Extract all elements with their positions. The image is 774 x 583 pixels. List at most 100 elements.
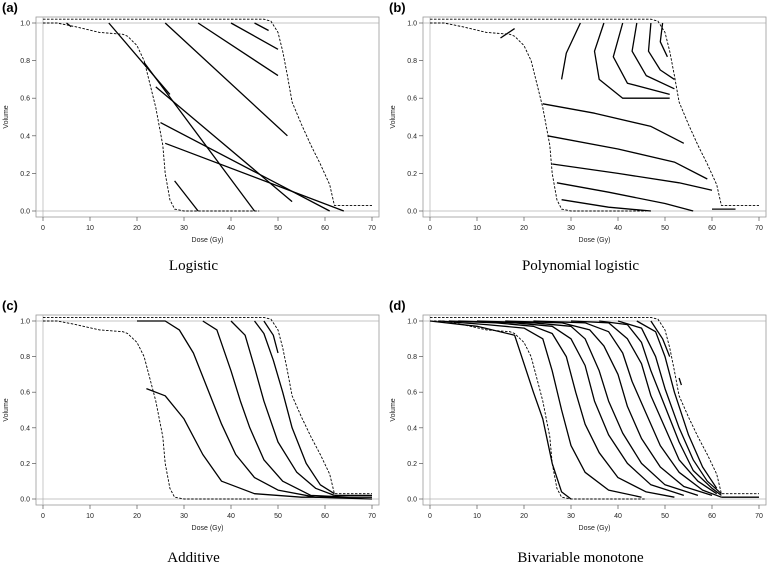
panel-a: (a) 0 10 20 30 40 50 60 70 0.0 0.2 0.4 0.6 0.8 1.0 Dos…: [0, 0, 387, 285]
y-tick-label: 0.0: [20, 209, 30, 216]
panel-label: (d): [389, 298, 406, 313]
series-line: [230, 22, 279, 50]
y-tick-label: 0.4: [407, 133, 417, 140]
y-axis-label: Volume: [3, 398, 10, 421]
y-tick-label: 1.0: [20, 21, 30, 28]
x-tick-label: 70: [368, 225, 376, 232]
series-line: [560, 22, 581, 80]
chart-d: 0 10 20 30 40 50 60 70 0.0 0.2 0.4 0.6 0.8 1.0 Dose (G…: [390, 314, 767, 532]
x-tick-label: 0: [428, 225, 432, 232]
y-tick-label: 1.0: [407, 21, 417, 28]
series-line: [197, 22, 279, 77]
x-tick-label: 0: [41, 513, 45, 520]
x-tick-label: 70: [755, 225, 763, 232]
x-tick-label: 30: [567, 513, 575, 520]
series-line: [533, 320, 722, 498]
y-tick-label: 1.0: [20, 319, 30, 326]
x-tick-label: 40: [614, 225, 622, 232]
x-tick-label: 30: [567, 225, 575, 232]
series-line: [650, 320, 671, 357]
x-tick-label: 40: [227, 225, 235, 232]
y-tick-label: 0.0: [407, 209, 417, 216]
x-axis-label: Dose (Gy): [192, 237, 224, 244]
boundary-lower-line: [430, 320, 647, 500]
x-axis-label: Dose (Gy): [192, 525, 224, 532]
panel-b: (b) 0 10 20 30 40 50 60 70 0.0 0.2 0.4 0.6 0.8 1.0 Dos…: [387, 0, 774, 285]
series-line: [137, 320, 373, 500]
x-tick-label: 60: [708, 225, 716, 232]
y-tick-label: 0.8: [407, 354, 417, 361]
y-axis-label: Volume: [390, 398, 397, 421]
x-tick-label: 0: [41, 225, 45, 232]
panel-label: (b): [389, 0, 406, 15]
x-tick-label: 60: [321, 513, 329, 520]
boundary-upper-line: [43, 316, 372, 495]
series-line: [253, 320, 335, 495]
x-tick-label: 50: [661, 225, 669, 232]
series-line: [612, 22, 670, 96]
x-tick-label: 20: [520, 513, 528, 520]
series-line: [659, 22, 668, 58]
x-tick-label: 40: [227, 513, 235, 520]
x-tick-label: 50: [274, 225, 282, 232]
x-tick-label: 30: [180, 513, 188, 520]
series-line: [108, 22, 171, 95]
x-tick-label: 50: [274, 513, 282, 520]
series-line: [647, 22, 675, 80]
boundary-lower-line: [43, 320, 260, 500]
y-tick-label: 0.2: [407, 461, 417, 468]
series-line: [429, 320, 572, 500]
series-line: [542, 103, 685, 144]
series-line: [254, 22, 269, 32]
boundary-upper-line: [430, 316, 759, 495]
x-tick-label: 60: [321, 225, 329, 232]
panel-label: (a): [2, 0, 18, 15]
plot-frame: [35, 314, 380, 506]
x-tick-label: 10: [86, 225, 94, 232]
series-line: [146, 387, 372, 498]
series-line: [570, 320, 718, 495]
x-tick-label: 10: [473, 225, 481, 232]
y-tick-label: 0.4: [407, 425, 417, 432]
series-line: [160, 122, 331, 212]
series-line: [552, 163, 713, 191]
series-line: [476, 320, 699, 497]
panel-d: (d) 0 10 20 30 40 50 60 70 0.0 0.2 0.4 0.6 0.8 1.0 Dos…: [387, 298, 774, 583]
y-tick-label: 0.6: [20, 96, 30, 103]
series-line: [556, 182, 694, 212]
series-line: [678, 377, 683, 386]
y-tick-label: 0.0: [407, 497, 417, 504]
chart-caption: Bivariable monotone: [517, 550, 644, 566]
plot-frame: [422, 16, 767, 218]
panel-label: (c): [2, 298, 18, 313]
series-line: [202, 320, 349, 498]
plot-frame: [35, 16, 380, 218]
y-tick-label: 0.4: [20, 133, 30, 140]
series-line: [143, 62, 256, 212]
series-line: [230, 320, 335, 497]
y-tick-label: 1.0: [407, 319, 417, 326]
x-tick-label: 70: [755, 513, 763, 520]
series-line: [439, 320, 642, 498]
series-line: [155, 86, 293, 203]
x-tick-label: 20: [133, 225, 141, 232]
x-tick-label: 10: [86, 513, 94, 520]
x-tick-label: 20: [133, 513, 141, 520]
x-tick-label: 70: [368, 513, 376, 520]
y-axis-label: Volume: [3, 105, 10, 128]
x-tick-label: 50: [661, 513, 669, 520]
series-line: [174, 180, 199, 212]
boundary-lower-line: [430, 22, 647, 212]
series-line: [263, 320, 279, 354]
plot-frame: [422, 314, 767, 506]
x-axis-label: Dose (Gy): [579, 525, 611, 532]
series-line: [547, 135, 708, 180]
chart-a: 0 10 20 30 40 50 60 70 0.0 0.2 0.4 0.6 0.8 1.0 Dose (G…: [3, 16, 380, 244]
y-tick-label: 0.6: [407, 390, 417, 397]
panel-c: (c) 0 10 20 30 40 50 60 70 0.0 0.2 0.4 0.6 0.8 1.0 Dos…: [0, 298, 387, 583]
y-tick-label: 0.6: [407, 96, 417, 103]
y-tick-label: 0.6: [20, 390, 30, 397]
x-tick-label: 30: [180, 225, 188, 232]
x-tick-label: 40: [614, 513, 622, 520]
chart-caption: Logistic: [168, 258, 219, 274]
